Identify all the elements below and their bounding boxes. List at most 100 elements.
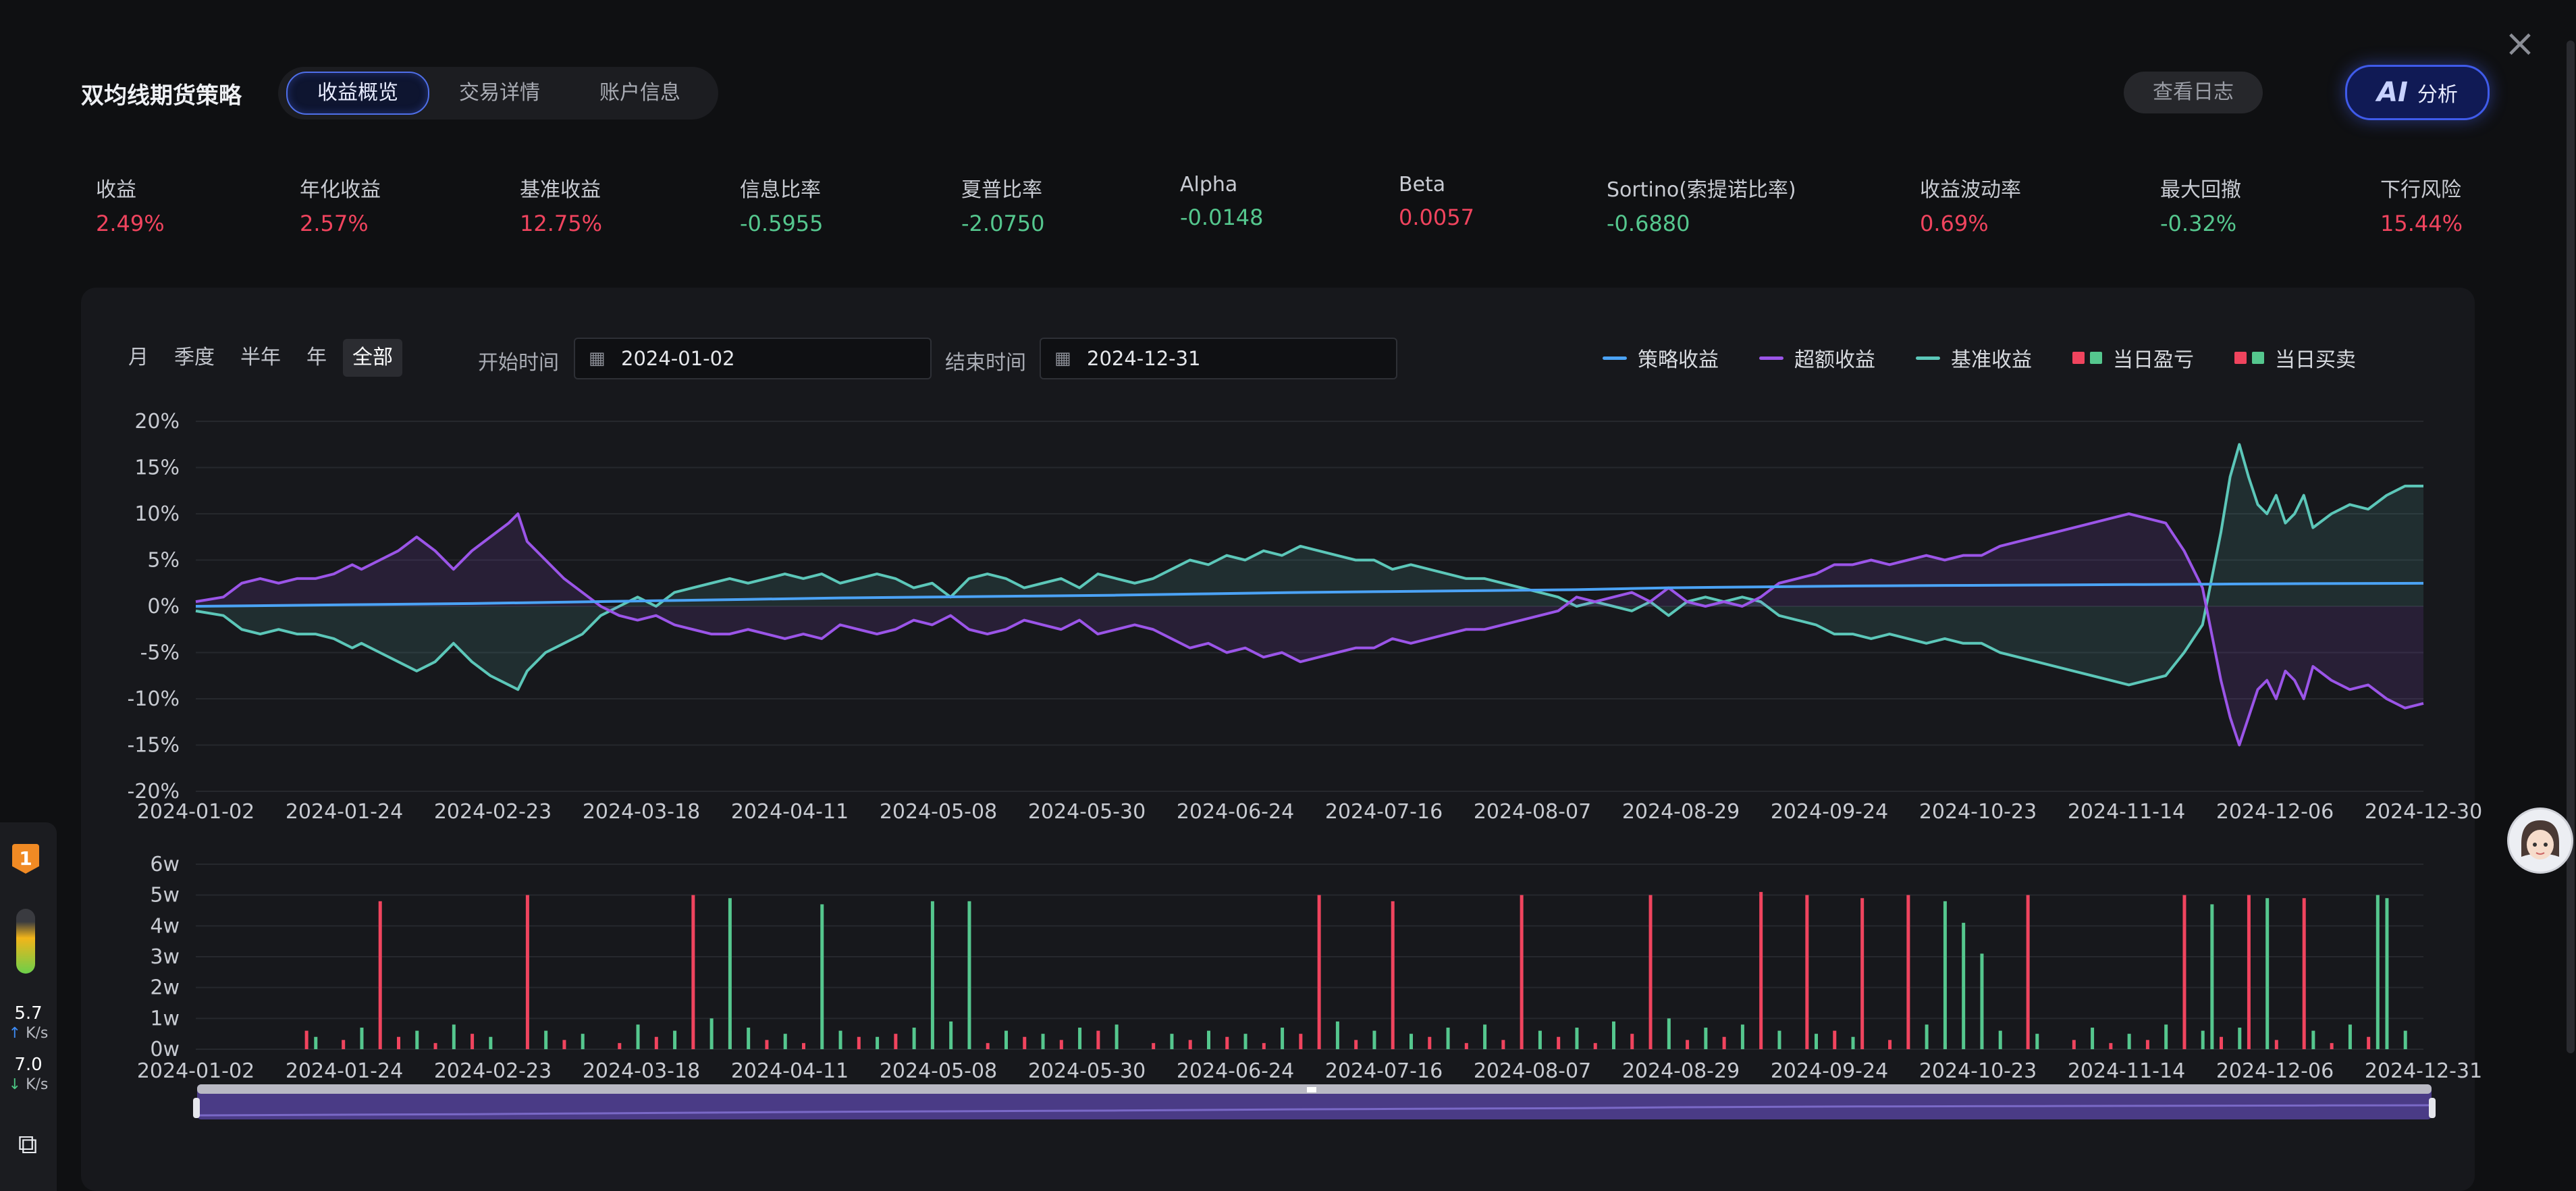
volume-bar xyxy=(360,1028,364,1049)
metric-item: 下行风险 15.44% xyxy=(2380,173,2463,236)
zoom-drag-grip-icon xyxy=(1307,1087,1316,1092)
end-date-field[interactable]: ▦ 2024-12-31 xyxy=(1040,338,1397,379)
volume-bar xyxy=(949,1021,953,1049)
series-line xyxy=(195,512,2424,747)
crop-icon[interactable]: ⧉ xyxy=(18,1129,38,1160)
legend-item[interactable]: 基准收益 xyxy=(1916,343,2032,373)
volume-bar xyxy=(2330,1042,2334,1049)
volume-bar xyxy=(1943,901,1947,1049)
x-tick-label: 2024-08-29 xyxy=(1622,800,1740,824)
volume-bar xyxy=(1704,1028,1708,1049)
start-date-field[interactable]: ▦ 2024-01-02 xyxy=(574,338,932,379)
metric-value: -0.0148 xyxy=(1180,205,1264,230)
metric-item: Alpha -0.0148 xyxy=(1180,173,1264,230)
volume-bar xyxy=(1593,1042,1597,1049)
series-line xyxy=(195,581,2424,608)
tab-overview[interactable]: 收益概览 xyxy=(286,72,429,115)
volume-bar xyxy=(636,1024,640,1049)
legend-label: 基准收益 xyxy=(1951,348,2032,372)
volume-bar xyxy=(1354,1040,1358,1049)
view-log-button[interactable]: 查看日志 xyxy=(2124,72,2263,113)
period-month[interactable]: 月 xyxy=(128,346,149,369)
volume-bar xyxy=(581,1034,585,1049)
volume-bar xyxy=(1722,1036,1726,1049)
legend-line-icon xyxy=(1603,356,1627,360)
y-tick-label: -5% xyxy=(140,641,180,665)
volume-bar xyxy=(2109,1042,2113,1049)
metric-label: 信息比率 xyxy=(740,178,821,202)
series-line xyxy=(195,443,2423,691)
close-icon[interactable]: × xyxy=(2504,22,2536,65)
volume-bar xyxy=(2302,898,2306,1049)
volume-bar xyxy=(2238,1028,2242,1049)
tab-trade-details[interactable]: 交易详情 xyxy=(459,81,540,105)
volume-bar xyxy=(673,1030,677,1049)
legend-line-icon xyxy=(1759,356,1783,360)
period-all[interactable]: 全部 xyxy=(343,339,402,377)
strategy-title: 双均线期货策略 xyxy=(81,82,242,109)
volume-bar xyxy=(2182,895,2186,1049)
volume-bar xyxy=(2274,1040,2278,1049)
volume-bar xyxy=(2145,1040,2149,1049)
metrics-row: 收益 2.49% 年化收益 2.57% 基准收益 12.75% 信息比率 -0.5955 夏普比… xyxy=(96,173,2499,240)
volume-bar xyxy=(1851,1036,1855,1049)
legend-item[interactable]: 当日盈亏 xyxy=(2072,343,2194,373)
volume-bar xyxy=(802,1042,805,1049)
ai-analysis-button[interactable]: AI 分析 xyxy=(2345,65,2490,120)
metric-value: 0.69% xyxy=(1920,211,1989,236)
volume-bar xyxy=(2201,1030,2205,1049)
legend-item[interactable]: 当日买卖 xyxy=(2234,343,2356,373)
legend-item[interactable]: 超额收益 xyxy=(1759,343,1875,373)
volume-bar xyxy=(2376,895,2380,1049)
volume-bar xyxy=(2348,1024,2352,1049)
period-half-year[interactable]: 半年 xyxy=(240,346,281,369)
assistant-avatar[interactable] xyxy=(2507,808,2573,874)
download-speed-unit: K/s xyxy=(26,1076,49,1093)
volume-bar xyxy=(1962,922,1966,1049)
metric-label: 下行风险 xyxy=(2380,178,2461,202)
arrow-up-icon: ↑ xyxy=(8,1025,22,1042)
legend-label: 超额收益 xyxy=(1794,348,1875,372)
page-scrollbar[interactable] xyxy=(2567,41,2575,1053)
legend-item[interactable]: 策略收益 xyxy=(1603,343,1719,373)
x-tick-label: 2024-12-31 xyxy=(2365,1059,2482,1083)
metric-value: -2.0750 xyxy=(961,211,1045,236)
volume-bar xyxy=(1815,1034,1818,1049)
volume-bar xyxy=(728,898,732,1049)
y-tick-label: 4w xyxy=(150,914,180,938)
avatar-face-icon xyxy=(2509,810,2571,872)
volume-bar xyxy=(544,1030,548,1049)
x-tick-label: 2024-08-07 xyxy=(1474,1059,1591,1083)
volume-bar xyxy=(1667,1018,1671,1049)
rank-badge-icon[interactable]: 1 xyxy=(12,844,39,874)
y-tick-label: 10% xyxy=(134,502,180,526)
volume-bar xyxy=(2127,1034,2131,1049)
volume-bar xyxy=(1170,1034,1174,1049)
volume-bar xyxy=(709,1018,714,1049)
period-year[interactable]: 年 xyxy=(306,346,327,369)
period-selector: 月 季度 半年 年 全部 xyxy=(119,339,402,377)
volume-bar xyxy=(489,1036,493,1049)
x-tick-label: 2024-02-23 xyxy=(434,1059,552,1083)
x-tick-label: 2024-10-23 xyxy=(1919,1059,2037,1083)
volume-bar xyxy=(1612,1021,1615,1049)
x-tick-label: 2024-04-11 xyxy=(731,800,849,824)
volume-bar xyxy=(1335,1021,1339,1049)
volume-bar xyxy=(912,1028,916,1049)
end-date-label: 结束时间 xyxy=(945,351,1026,375)
y-tick-label: 2w xyxy=(150,976,180,1000)
volume-bar xyxy=(1833,1030,1837,1049)
download-speed: 7.0 ↓ K/s xyxy=(0,1055,57,1095)
y-tick-label: 5w xyxy=(150,884,180,907)
volume-bar xyxy=(1446,1028,1450,1049)
legend-label: 当日盈亏 xyxy=(2113,348,2194,372)
period-quarter[interactable]: 季度 xyxy=(174,346,215,369)
x-tick-label: 2024-08-07 xyxy=(1474,800,1591,824)
tab-account-info[interactable]: 账户信息 xyxy=(599,81,680,105)
volume-bar xyxy=(2210,904,2214,1049)
volume-bar xyxy=(1860,898,1864,1049)
legend-label: 策略收益 xyxy=(1638,348,1719,372)
metric-value: 12.75% xyxy=(520,211,603,236)
x-tick-label: 2024-11-14 xyxy=(2068,1059,2185,1083)
